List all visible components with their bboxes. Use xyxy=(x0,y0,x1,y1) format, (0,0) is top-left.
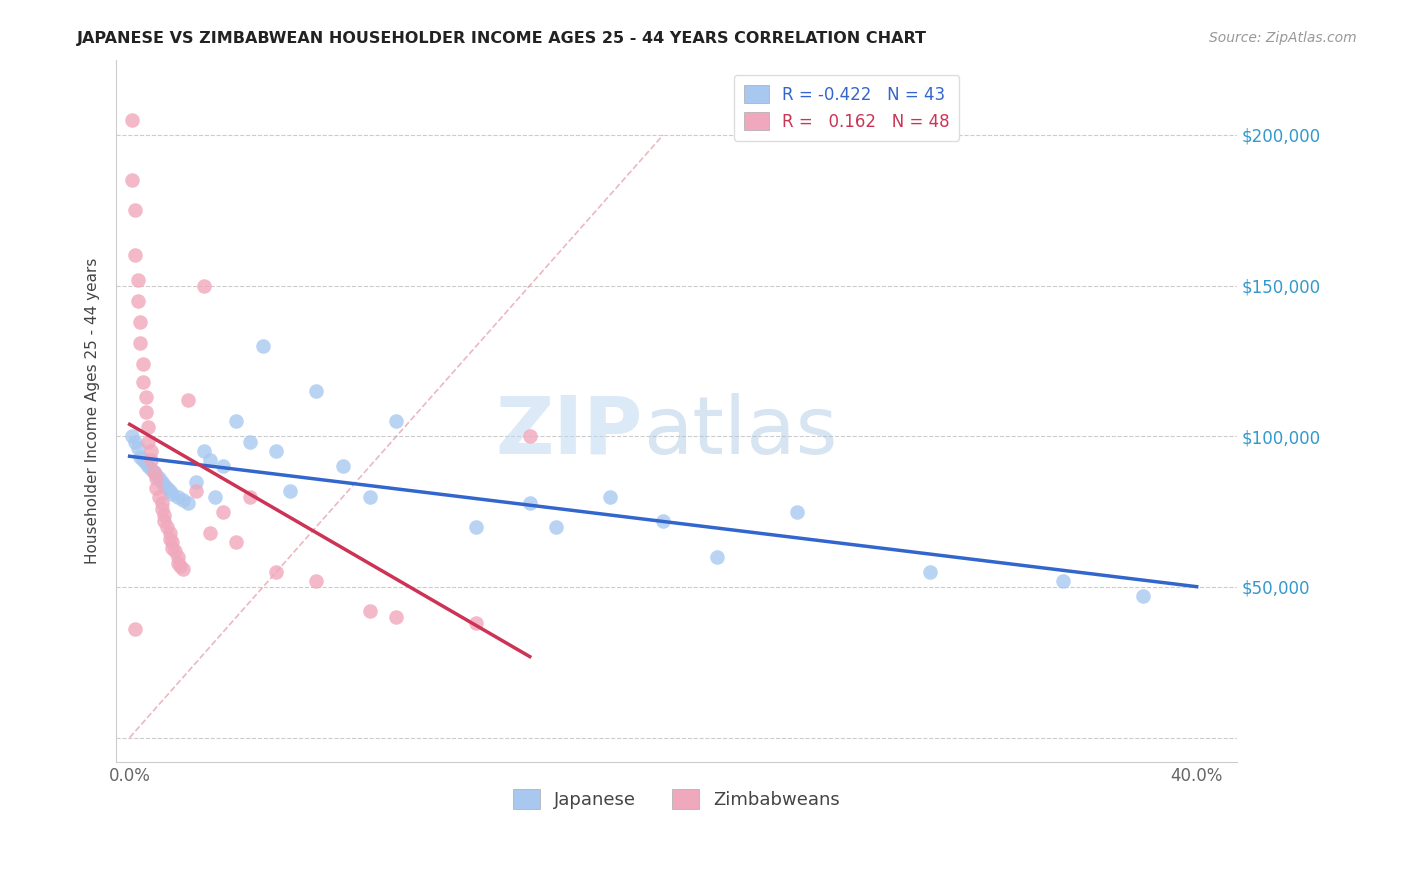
Legend: Japanese, Zimbabweans: Japanese, Zimbabweans xyxy=(505,781,848,816)
Point xyxy=(359,490,381,504)
Point xyxy=(121,112,143,127)
Point xyxy=(546,519,568,533)
Point xyxy=(385,610,408,624)
Point xyxy=(198,453,221,467)
Point xyxy=(132,357,155,371)
Point xyxy=(186,475,208,489)
Point xyxy=(385,414,408,428)
Point xyxy=(150,475,173,489)
Point xyxy=(135,405,157,419)
Point xyxy=(162,486,184,500)
Point xyxy=(172,562,194,576)
Point xyxy=(127,272,149,286)
Point xyxy=(136,459,159,474)
Point xyxy=(124,203,146,218)
Point xyxy=(204,490,226,504)
Point xyxy=(186,483,208,498)
Point xyxy=(465,616,488,631)
Point xyxy=(239,490,262,504)
Point xyxy=(519,429,541,443)
Point xyxy=(129,315,152,329)
Point xyxy=(918,565,941,579)
Point xyxy=(212,505,235,519)
Point xyxy=(786,505,808,519)
Point xyxy=(159,483,181,498)
Point xyxy=(706,549,728,564)
Point xyxy=(1052,574,1074,588)
Point xyxy=(121,173,143,187)
Point xyxy=(145,468,167,483)
Point xyxy=(652,514,675,528)
Point xyxy=(129,450,152,465)
Point xyxy=(124,435,146,450)
Point xyxy=(124,248,146,262)
Text: JAPANESE VS ZIMBABWEAN HOUSEHOLDER INCOME AGES 25 - 44 YEARS CORRELATION CHART: JAPANESE VS ZIMBABWEAN HOUSEHOLDER INCOM… xyxy=(77,31,928,46)
Point xyxy=(169,558,191,573)
Point xyxy=(135,457,157,471)
Point xyxy=(166,490,188,504)
Point xyxy=(150,495,173,509)
Point xyxy=(132,453,155,467)
Point xyxy=(359,604,381,618)
Point xyxy=(124,622,146,636)
Point xyxy=(162,534,184,549)
Point xyxy=(266,565,288,579)
Y-axis label: Householder Income Ages 25 - 44 years: Householder Income Ages 25 - 44 years xyxy=(86,258,100,564)
Point xyxy=(278,483,301,498)
Point xyxy=(136,420,159,434)
Point xyxy=(145,481,167,495)
Text: ZIP: ZIP xyxy=(496,392,643,471)
Point xyxy=(139,453,162,467)
Point xyxy=(127,293,149,308)
Point xyxy=(156,481,179,495)
Point xyxy=(172,492,194,507)
Point xyxy=(239,435,262,450)
Point xyxy=(1132,589,1154,603)
Point xyxy=(332,459,354,474)
Point xyxy=(156,519,179,533)
Point xyxy=(139,462,162,476)
Point xyxy=(252,339,274,353)
Point xyxy=(150,501,173,516)
Point xyxy=(599,490,621,504)
Point xyxy=(225,414,247,428)
Point xyxy=(198,525,221,540)
Point xyxy=(163,544,186,558)
Point xyxy=(148,471,170,485)
Point xyxy=(153,514,176,528)
Point xyxy=(162,541,184,555)
Point xyxy=(145,471,167,485)
Point xyxy=(305,384,328,398)
Point xyxy=(139,444,162,458)
Point xyxy=(177,495,200,509)
Point xyxy=(121,429,143,443)
Point xyxy=(305,574,328,588)
Text: Source: ZipAtlas.com: Source: ZipAtlas.com xyxy=(1209,31,1357,45)
Point xyxy=(465,519,488,533)
Point xyxy=(177,393,200,408)
Point xyxy=(153,508,176,522)
Point xyxy=(225,534,247,549)
Point xyxy=(519,495,541,509)
Point xyxy=(129,335,152,350)
Point xyxy=(132,375,155,389)
Point xyxy=(135,390,157,404)
Point xyxy=(136,435,159,450)
Point xyxy=(166,549,188,564)
Point xyxy=(142,466,165,480)
Point xyxy=(142,466,165,480)
Text: atlas: atlas xyxy=(643,392,837,471)
Point xyxy=(127,442,149,456)
Point xyxy=(212,459,235,474)
Point xyxy=(159,532,181,546)
Point xyxy=(166,556,188,570)
Point xyxy=(266,444,288,458)
Point xyxy=(193,444,215,458)
Point xyxy=(148,490,170,504)
Point xyxy=(193,278,215,293)
Point xyxy=(159,525,181,540)
Point xyxy=(153,477,176,491)
